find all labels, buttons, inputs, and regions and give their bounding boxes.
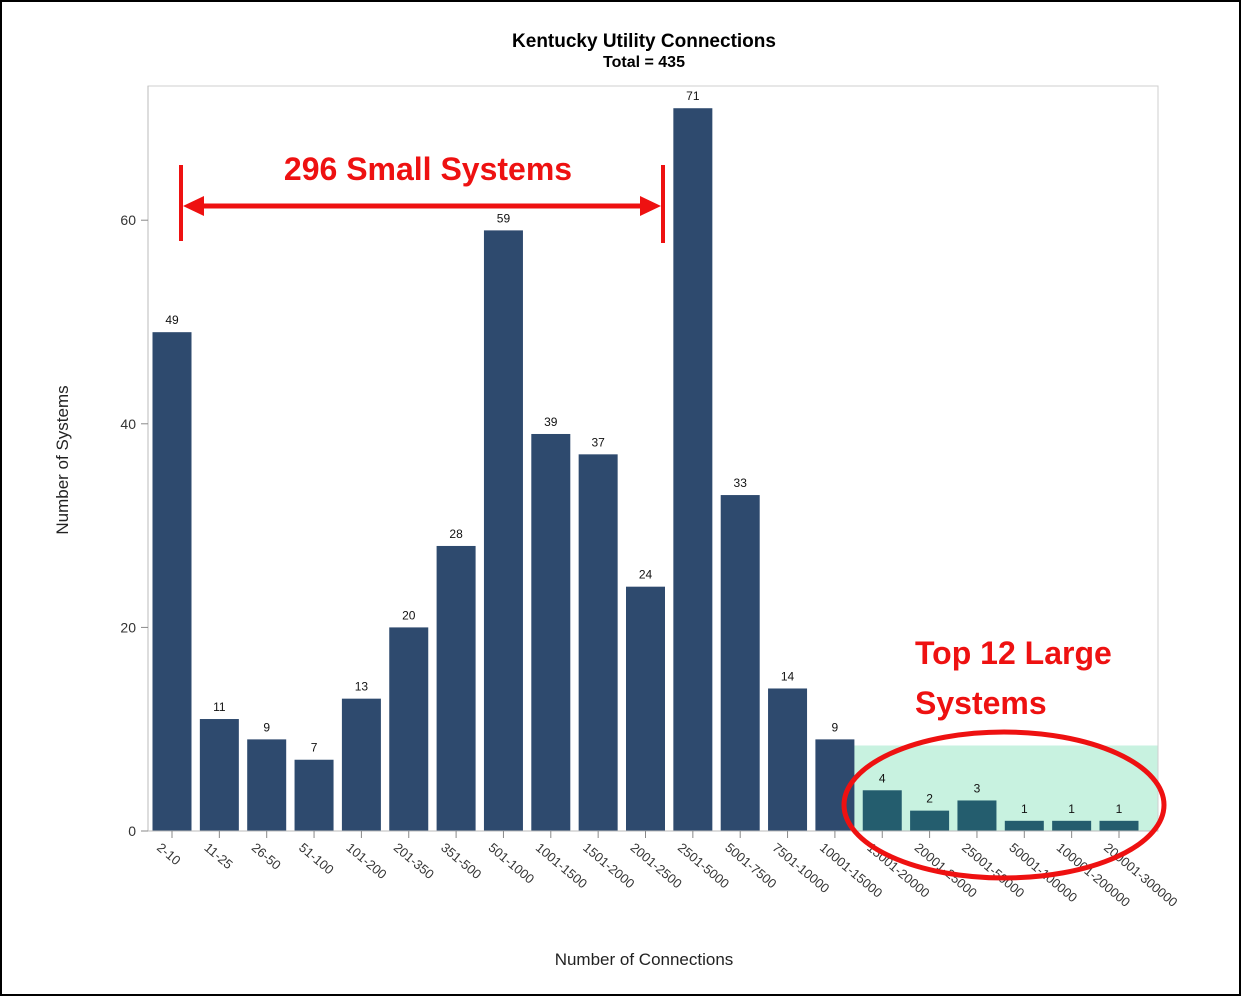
small-systems-label: 296 Small Systems [284, 151, 572, 187]
y-tick-label: 60 [120, 212, 136, 228]
bar [578, 454, 618, 831]
small-systems-arrow-right-head [640, 196, 661, 216]
y-tick-label: 40 [120, 416, 136, 432]
bar-value-label: 37 [591, 435, 605, 449]
bar [247, 739, 287, 831]
bar [957, 800, 997, 831]
bar [910, 810, 950, 831]
bar-value-label: 3 [974, 781, 981, 795]
bar-value-label: 1 [1021, 802, 1028, 816]
bar-value-label: 1 [1068, 802, 1075, 816]
bar [294, 759, 334, 831]
bar-value-label: 20 [402, 608, 416, 622]
large-systems-ellipse [841, 729, 1167, 881]
bar-value-label: 49 [165, 313, 179, 327]
bar [199, 719, 239, 831]
bar-value-label: 2 [926, 792, 933, 806]
y-axis: 0 20 40 60 [120, 86, 149, 839]
bar-value-label: 1 [1116, 802, 1123, 816]
bar-value-label: 14 [781, 669, 795, 683]
small-systems-arrow-left-head [183, 196, 204, 216]
bar [1004, 820, 1044, 831]
large-systems-label-line1: Top 12 Large [915, 635, 1112, 671]
bar [436, 545, 476, 831]
bar-value-label: 9 [832, 720, 839, 734]
bar-value-label: 59 [497, 211, 511, 225]
bar [1099, 820, 1139, 831]
large-systems-label-line2: Systems [915, 685, 1047, 721]
bar [626, 586, 665, 831]
y-axis-label: Number of Systems [53, 385, 72, 534]
bar-value-label: 71 [686, 89, 700, 103]
bar-value-label: 24 [639, 568, 653, 582]
bar-value-label: 4 [879, 771, 886, 785]
y-tick-label: 0 [128, 823, 136, 839]
bar [531, 433, 571, 831]
bar [1052, 820, 1092, 831]
large-systems-annotation: Top 12 Large Systems [841, 635, 1167, 881]
bar [673, 108, 713, 832]
bar [483, 230, 523, 831]
bar-value-label: 7 [311, 741, 318, 755]
bar [768, 688, 808, 831]
bar [389, 627, 429, 831]
small-systems-annotation: 296 Small Systems [179, 151, 665, 243]
bar [152, 332, 192, 831]
bar-value-label: 11 [213, 700, 226, 714]
bar-value-label: 33 [734, 476, 748, 490]
bar-value-label: 13 [355, 680, 369, 694]
large-systems-highlight [852, 745, 1158, 831]
chart-subtitle: Total = 435 [603, 54, 685, 71]
bar-value-label: 28 [449, 527, 463, 541]
chart-title: Kentucky Utility Connections [512, 31, 776, 52]
bar-value-label: 9 [263, 720, 270, 734]
bar-value-label: 39 [544, 415, 558, 429]
x-axis-label: Number of Connections [555, 950, 734, 969]
bar [720, 495, 760, 831]
bar [862, 790, 902, 831]
y-tick-label: 20 [120, 619, 136, 635]
bar [341, 698, 381, 831]
